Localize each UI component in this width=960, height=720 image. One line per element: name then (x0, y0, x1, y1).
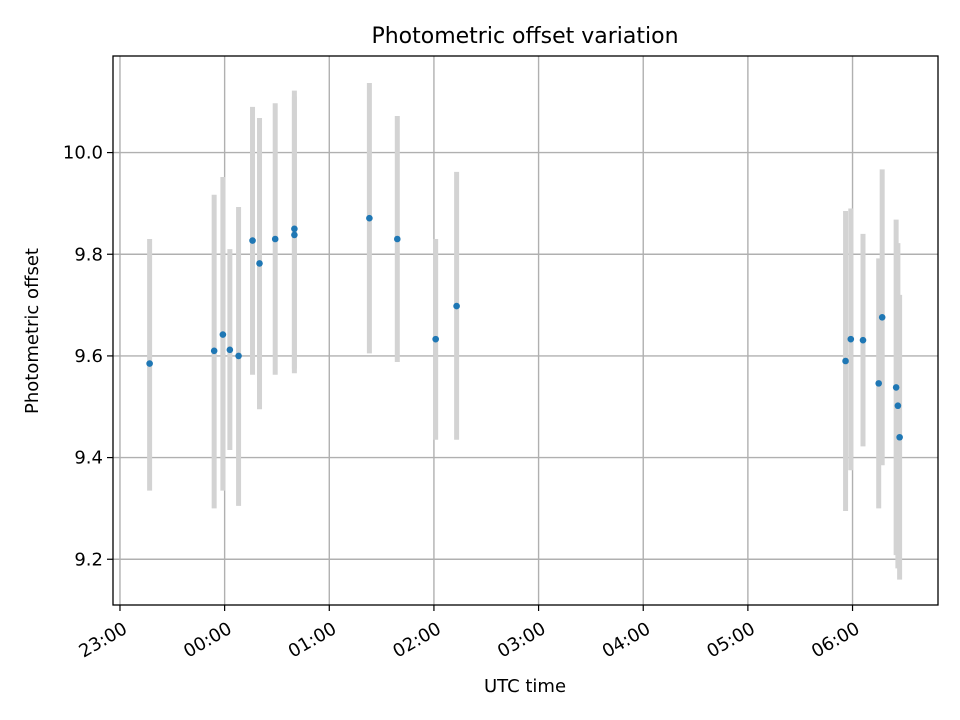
y-axis: 9.2 9.4 9.6 9.8 10.0 (63, 143, 113, 570)
data-point (271, 235, 279, 243)
data-point (226, 346, 234, 354)
data-point (453, 302, 460, 310)
y-tick-label: 9.8 (74, 244, 103, 265)
data-point (859, 336, 867, 344)
data-point (878, 313, 886, 321)
plot-frame (112, 55, 939, 606)
data-point (256, 260, 263, 267)
data-point (896, 433, 903, 441)
y-tick-label: 9.6 (74, 346, 103, 367)
data-point (291, 231, 298, 239)
data-point (219, 331, 227, 338)
y-axis-label: Photometric offset (22, 248, 43, 414)
data-point (847, 335, 855, 343)
data-point (894, 402, 902, 410)
chart-title: Photometric offset variation (371, 24, 678, 49)
data-point (291, 225, 298, 233)
data-point (432, 335, 439, 343)
data-point (842, 357, 849, 365)
data-point (146, 360, 153, 367)
data-point (210, 347, 218, 355)
y-tick-label: 9.2 (74, 549, 103, 570)
y-tick-label: 10.0 (63, 143, 103, 164)
data-point (394, 235, 401, 243)
data-point (249, 237, 256, 244)
x-axis-label: UTC time (484, 676, 566, 697)
data-point (235, 352, 242, 360)
data-point (875, 380, 882, 387)
data-points (146, 214, 903, 441)
y-tick-label: 9.4 (74, 448, 103, 469)
data-point (366, 214, 373, 222)
data-point (892, 384, 900, 391)
